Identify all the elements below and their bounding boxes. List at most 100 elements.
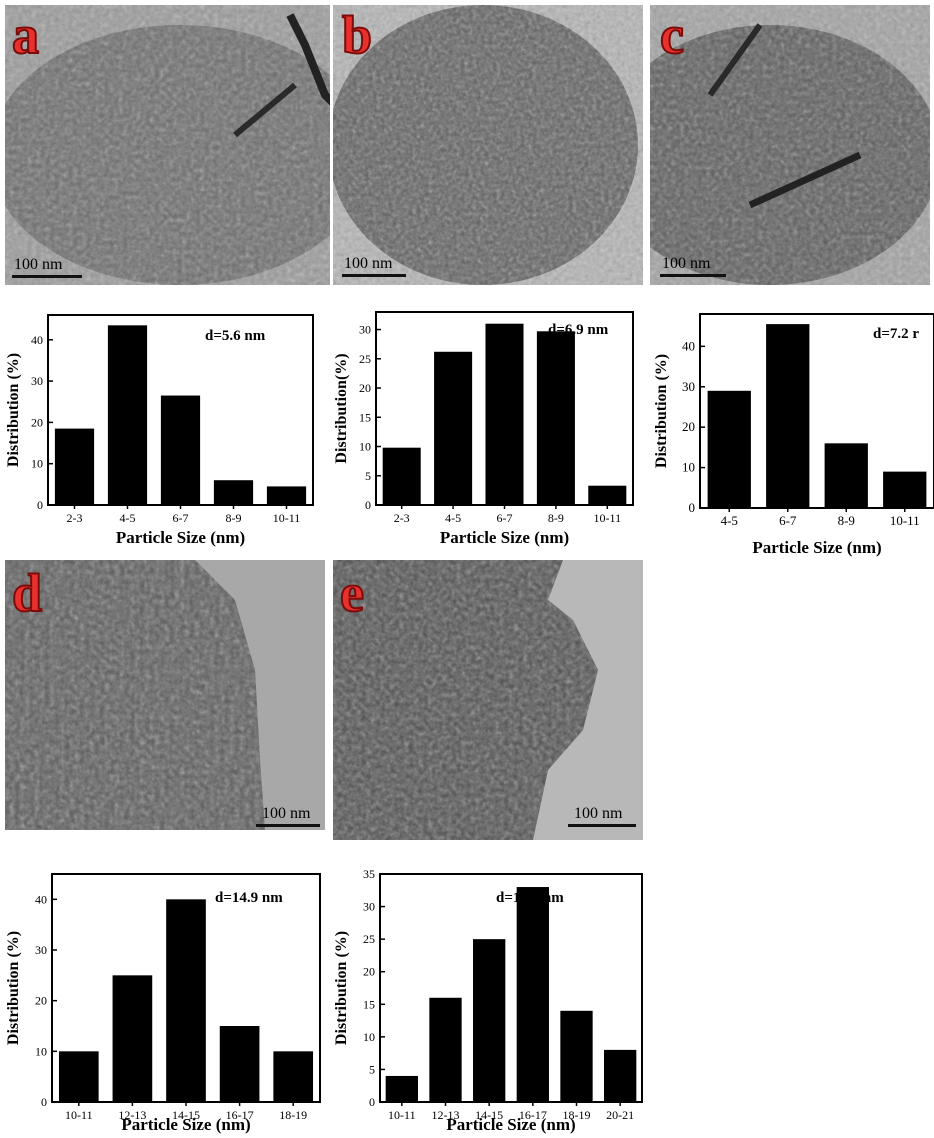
bar: [382, 447, 421, 505]
bar: [266, 486, 307, 505]
bar: [434, 351, 473, 505]
y-tick-label: 15: [363, 997, 375, 1011]
y-tick-label: 20: [682, 419, 695, 434]
x-tick-label: 16-17: [519, 1108, 547, 1122]
bar: [883, 471, 927, 508]
plot-frame: [379, 873, 643, 1103]
y-tick-label: 5: [369, 1062, 375, 1076]
histogram-d: 0 10 20 30 40 10-11 12-13 14-15 16-17 18-19 Partic…: [0, 862, 325, 1138]
scale-label-e: 100 nm: [574, 805, 623, 822]
x-tick-label: 14-15: [475, 1108, 503, 1122]
bar: [588, 485, 627, 505]
y-tick-label: 0: [41, 1095, 47, 1109]
plot-group: 0 10 20 30 40 4-5 6-7 8-9 10-11 Particle Size (nm…: [653, 313, 934, 557]
y-tick-label: 30: [363, 900, 375, 914]
bar: [213, 480, 254, 505]
y-tick-label: 40: [35, 892, 47, 906]
x-axis-label: Particle Size (nm): [752, 538, 881, 557]
histogram-b: 0 5 10 15 20 25 30 2-3 4-5 6-7 8-9 10-11 Particle Si…: [328, 300, 643, 555]
panel-letter-a: a: [11, 5, 40, 65]
y-axis-label: Distribution (%): [333, 931, 350, 1045]
mean-diameter-annotation: d=7.2 r: [873, 326, 919, 342]
bar: [58, 1051, 99, 1102]
bar: [112, 975, 153, 1102]
bar: [166, 899, 206, 1102]
x-tick-label: 2-3: [394, 511, 410, 525]
plot-frame: [699, 313, 934, 509]
x-tick-label: 6-7: [779, 513, 797, 528]
x-tick-label: 10-11: [890, 513, 920, 528]
bar: [385, 1075, 418, 1102]
x-tick-label: 8-9: [226, 511, 242, 525]
scale-bar-b: [342, 274, 406, 277]
y-tick-label: 30: [682, 379, 695, 394]
scale-label-b: 100 nm: [344, 255, 393, 272]
mean-diameter-annotation: d=5.6 nm: [205, 328, 266, 344]
bar: [536, 331, 575, 505]
x-tick-label: 18-19: [563, 1108, 591, 1122]
y-axis-label: Distribution (%): [653, 354, 670, 468]
y-tick-label: 10: [363, 1030, 375, 1044]
panel-letter-b: b: [341, 5, 373, 65]
x-tick-label: 12-13: [118, 1108, 146, 1122]
x-tick-label: 4-5: [445, 511, 461, 525]
y-tick-label: 40: [682, 338, 695, 353]
y-tick-label: 25: [363, 932, 375, 946]
x-tick-label: 8-9: [838, 513, 855, 528]
x-tick-label: 4-5: [120, 511, 136, 525]
plot-group: 0 5 10 15 20 25 30 2-3 4-5 6-7 8-9 10-11 Particle Si…: [333, 311, 634, 547]
tem-image-e: [333, 560, 643, 840]
tem-image-c: [650, 5, 930, 285]
y-tick-label: 30: [31, 374, 43, 388]
histogram-e: 0 5 10 15 20 25 30 35 10-11 12-13 14-15 16-17 18-19 2…: [328, 862, 646, 1138]
x-tick-label: 6-7: [497, 511, 513, 525]
plot-group: 0 10 20 30 40 10-11 12-13 14-15 16-17 18-19 Partic…: [5, 873, 321, 1134]
bar: [766, 324, 810, 508]
y-tick-label: 20: [359, 381, 371, 395]
scale-bar-e: [568, 824, 636, 827]
bar: [707, 390, 751, 508]
y-axis-label: Distribution(%): [333, 353, 350, 463]
y-tick-label: 20: [363, 965, 375, 979]
x-tick-label: 16-17: [226, 1108, 254, 1122]
mean-diameter-annotation: d=14.9 nm: [215, 890, 283, 906]
bar: [219, 1026, 260, 1102]
y-tick-label: 10: [682, 460, 695, 475]
x-axis-label: Particle Size (nm): [440, 528, 569, 547]
panel-letter-e: e: [339, 563, 365, 623]
bar: [160, 395, 201, 505]
y-tick-label: 30: [35, 943, 47, 957]
scale-label-d: 100 nm: [262, 805, 311, 822]
x-tick-label: 4-5: [721, 513, 738, 528]
plot-group: 0 10 20 30 40 2-3 4-5 6-7 8-9 10-11 Particle Size …: [5, 314, 314, 547]
scale-label-a: 100 nm: [14, 256, 63, 273]
x-tick-label: 10-11: [388, 1108, 416, 1122]
y-tick-label: 15: [359, 410, 371, 424]
bar: [273, 1051, 314, 1102]
x-tick-label: 14-15: [172, 1108, 200, 1122]
mean-diameter-annotation: d=16.5 nm: [496, 890, 564, 906]
bar: [516, 887, 549, 1102]
histogram-c: 0 10 20 30 40 4-5 6-7 8-9 10-11 Particle Size (nm…: [648, 300, 934, 562]
mean-diameter-annotation: d=6.9 nm: [548, 322, 609, 338]
x-tick-label: 10-11: [594, 511, 622, 525]
x-tick-label: 6-7: [173, 511, 189, 525]
y-axis-label: Distribution (%): [5, 353, 22, 467]
tem-image-a: [5, 5, 330, 285]
y-tick-label: 0: [365, 498, 371, 512]
x-tick-label: 8-9: [548, 511, 564, 525]
plot-group: 0 5 10 15 20 25 30 35 10-11 12-13 14-15 16-17 18-19 2…: [333, 867, 643, 1134]
x-tick-label: 2-3: [67, 511, 83, 525]
y-tick-label: 10: [359, 440, 371, 454]
bar: [429, 997, 462, 1102]
bar: [473, 939, 506, 1102]
bar: [54, 428, 95, 505]
x-tick-label: 20-21: [606, 1108, 634, 1122]
y-tick-label: 30: [359, 323, 371, 337]
panel-letter-d: d: [11, 563, 43, 623]
scale-bar-a: [12, 275, 82, 278]
y-tick-label: 20: [31, 415, 43, 429]
y-tick-label: 0: [37, 498, 43, 512]
scale-label-c: 100 nm: [662, 255, 711, 272]
y-tick-label: 0: [369, 1095, 375, 1109]
